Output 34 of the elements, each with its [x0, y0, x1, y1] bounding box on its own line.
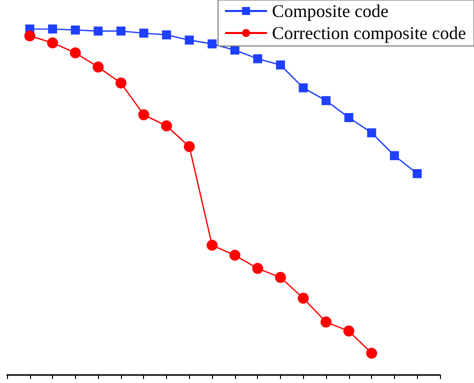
point	[320, 316, 332, 328]
point	[70, 47, 81, 58]
point	[70, 26, 80, 35]
point	[298, 292, 309, 304]
point	[412, 169, 422, 178]
point	[138, 109, 150, 120]
point	[367, 128, 376, 138]
point	[253, 54, 262, 64]
point	[162, 30, 172, 40]
point	[24, 30, 36, 42]
point	[252, 262, 264, 274]
point	[48, 24, 58, 34]
legend-label: Composite code	[272, 1, 389, 21]
point	[206, 240, 218, 251]
point	[116, 26, 126, 36]
point	[92, 62, 104, 73]
point	[208, 39, 217, 48]
point	[47, 37, 58, 48]
point	[184, 141, 195, 152]
point	[229, 250, 240, 261]
point	[184, 36, 194, 45]
point	[274, 272, 286, 283]
point	[366, 348, 378, 359]
point	[390, 151, 399, 160]
point	[94, 26, 103, 36]
point	[276, 60, 285, 70]
point	[139, 28, 148, 38]
legend-label: Correction composite code	[272, 23, 466, 43]
point	[344, 113, 354, 122]
point	[115, 77, 126, 88]
point	[161, 120, 172, 132]
point	[343, 326, 354, 337]
point	[322, 96, 331, 106]
point	[298, 83, 308, 92]
